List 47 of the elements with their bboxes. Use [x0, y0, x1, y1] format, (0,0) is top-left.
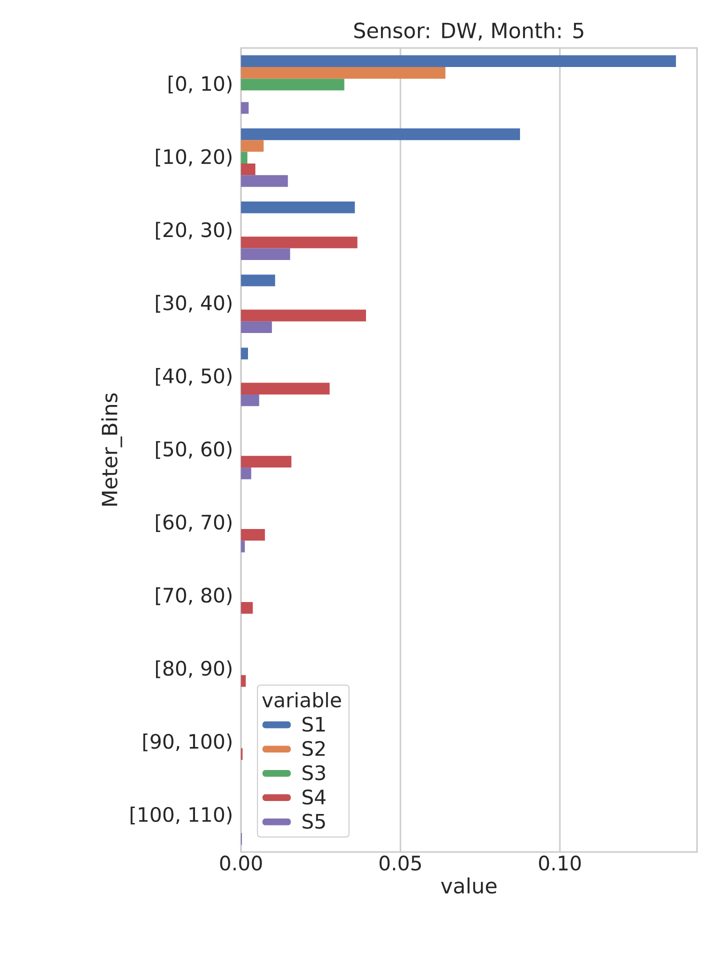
y-tick-label: [20, 30)	[156, 222, 232, 240]
bar	[241, 201, 355, 214]
bar	[241, 140, 264, 152]
legend-label: S2	[302, 740, 325, 756]
legend-label: S4	[302, 790, 326, 805]
bar	[241, 128, 520, 140]
legend-label: S3	[302, 765, 326, 780]
y-tick-label: [40, 50)	[156, 368, 232, 386]
y-tick-label: [50, 60)	[156, 441, 232, 459]
bar	[241, 102, 249, 114]
y-tick-label: [100, 110)	[130, 806, 232, 824]
bar	[241, 528, 265, 541]
y-tick-label: [30, 40)	[156, 294, 232, 313]
bar	[241, 248, 290, 260]
bar	[241, 310, 366, 322]
bar	[241, 236, 358, 248]
bar	[241, 468, 252, 480]
bar	[241, 274, 276, 286]
bar	[241, 348, 248, 360]
bar	[241, 321, 272, 334]
y-tick-label: [70, 80)	[156, 587, 232, 606]
x-tick-label: 0.10	[539, 856, 581, 871]
bar	[241, 540, 245, 552]
bar	[241, 175, 288, 187]
bar	[241, 675, 246, 687]
chart-title: Sensor: DW, Month: 5	[354, 22, 584, 41]
legend-title: variable	[262, 692, 341, 708]
y-tick-label: [90, 100)	[143, 733, 232, 752]
bar	[241, 602, 253, 614]
bar	[241, 67, 446, 79]
y-axis-title: Meter_Bins	[101, 393, 122, 506]
x-tick-label: 0.00	[220, 856, 262, 871]
legend-label: S1	[302, 716, 325, 732]
bar	[241, 78, 344, 90]
y-tick-label: [80, 90)	[156, 660, 232, 678]
y-tick-label: [10, 20)	[156, 148, 232, 167]
x-axis-title: value	[441, 877, 496, 894]
bar	[241, 152, 248, 164]
bar	[241, 394, 260, 406]
y-tick-label: [60, 70)	[156, 514, 232, 532]
bar	[241, 163, 256, 176]
bar	[241, 382, 330, 394]
legend-label: S5	[302, 814, 325, 829]
x-tick-label: 0.05	[380, 856, 421, 871]
bar	[241, 456, 292, 468]
bar	[241, 55, 676, 68]
y-tick-label: [0, 10)	[168, 76, 232, 94]
